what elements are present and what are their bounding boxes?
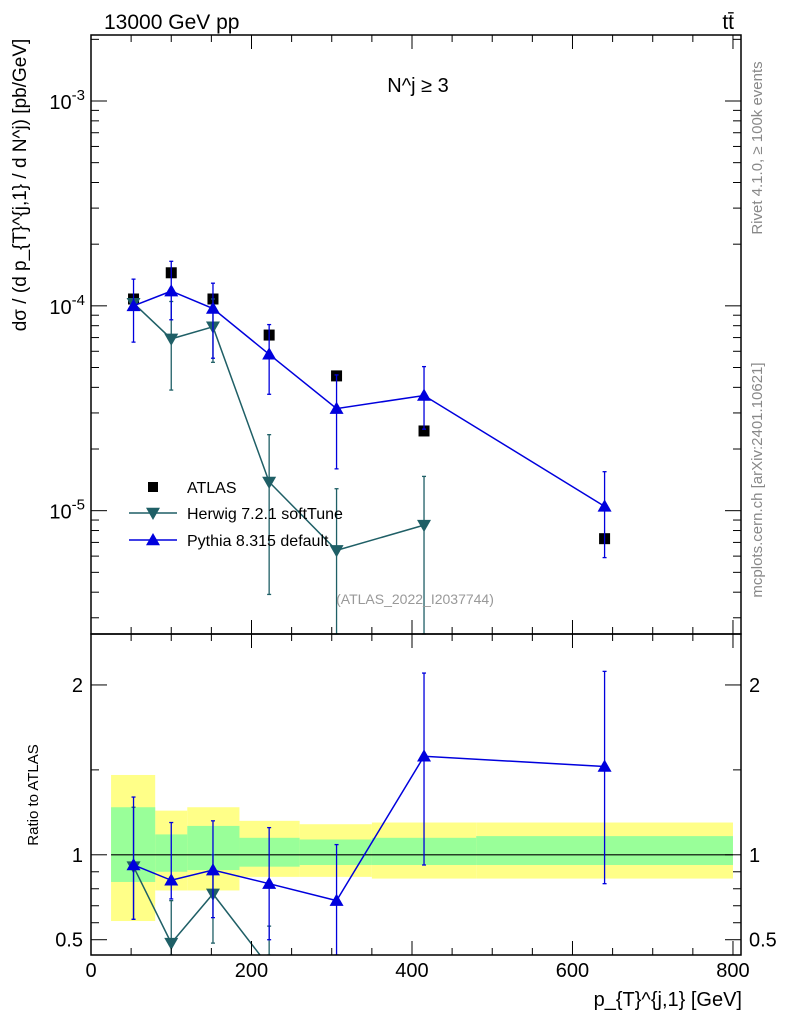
main-pythia-point-1 xyxy=(164,284,179,297)
legend-entry-0: ATLAS xyxy=(187,480,237,497)
x-tick-label-800: 800 xyxy=(716,960,749,982)
ratio-pythia-point-0 xyxy=(126,857,141,871)
legend-marker-1 xyxy=(146,507,160,520)
main-ytick-label-exp-2: -5 xyxy=(72,497,85,514)
main-pythia-point-6 xyxy=(597,499,612,512)
labels: 13000 GeV pp tt̄ Rivet 4.1.0, ≥ 100k eve… xyxy=(10,11,777,1011)
main-herwig-point-3 xyxy=(262,476,277,490)
main-herwig-point-1 xyxy=(164,333,179,346)
main-herwig-point-4 xyxy=(329,545,344,558)
main-pythia-point-2 xyxy=(205,301,220,314)
ratio-pythia-point-2 xyxy=(205,863,220,876)
main-pythia-line xyxy=(133,290,605,507)
main-ylabel: dσ / (d p_{T}^{j,1} / d N^j) [pb/GeV] xyxy=(10,39,31,332)
ratio-ytick-label-right-2: 2 xyxy=(749,675,760,697)
x-tick-label-0: 0 xyxy=(85,960,96,982)
x-axis-label: p_{T}^{j,1} [GeV] xyxy=(594,989,742,1011)
ratio-ytick-label-right-0: 0.5 xyxy=(749,930,777,952)
legend-entry-1: Herwig 7.2.1 softTune xyxy=(187,506,343,523)
ratio-ytick-label-right-1: 1 xyxy=(749,845,760,867)
ratio-pythia-point-6 xyxy=(597,759,612,772)
ratio-pythia-point-3 xyxy=(262,876,277,889)
main-ytick-label-2: 10-5 xyxy=(49,497,85,524)
main-herwig-line xyxy=(133,302,425,552)
main-atlas-point-5 xyxy=(418,425,430,437)
main-pythia-point-4 xyxy=(329,401,344,414)
main-ytick-label-0: 10-3 xyxy=(49,87,85,114)
main-ytick-label-base-2: 10 xyxy=(49,502,71,524)
legend-entry-2: Pythia 8.315 default xyxy=(187,533,329,550)
main-pythia-point-0 xyxy=(126,298,141,312)
main-title: N^j ≥ 3 xyxy=(387,75,448,97)
main-ytick-label-exp-1: -4 xyxy=(72,292,85,309)
ratio-pythia-point-4 xyxy=(329,893,344,906)
header-right: tt̄ xyxy=(722,11,734,34)
header-left: 13000 GeV pp xyxy=(104,11,239,34)
x-tick-label-600: 600 xyxy=(556,960,589,982)
band-inner-4 xyxy=(299,839,372,865)
ratio-ytick-label-left-0: 0.5 xyxy=(55,930,83,952)
main-pythia-point-5 xyxy=(417,388,432,401)
ratio-frame xyxy=(90,633,742,956)
main-ytick-label-exp-0: -3 xyxy=(72,87,85,104)
mcplots-label: mcplots.cern.ch [arXiv:2401.10621] xyxy=(749,362,766,597)
analysis-annotation: (ATLAS_2022_I2037744) xyxy=(336,591,494,607)
ratio-ylabel: Ratio to ATLAS xyxy=(25,744,42,845)
legend-marker-2 xyxy=(146,533,160,546)
main-ytick-label-base-1: 10 xyxy=(49,297,71,319)
main-pythia-point-3 xyxy=(262,347,277,360)
legend-atlas-marker xyxy=(148,482,158,492)
ratio-ytick-label-left-1: 1 xyxy=(72,845,83,867)
ratio-uncertainty-bands xyxy=(111,774,733,922)
ratio-panel-marks xyxy=(126,670,612,955)
ratio-pythia-point-1 xyxy=(164,873,179,886)
rivet-version-label: Rivet 4.1.0, ≥ 100k events xyxy=(749,61,766,234)
main-ytick-label-1: 10-4 xyxy=(49,292,85,319)
main-ytick-label-base-0: 10 xyxy=(49,92,71,114)
ratio-herwig-point-1 xyxy=(164,937,179,951)
x-tick-label-400: 400 xyxy=(395,960,428,982)
ratio-ytick-label-left-2: 2 xyxy=(72,675,83,697)
axes xyxy=(90,34,742,956)
ratio-pythia-point-5 xyxy=(417,749,432,762)
main-herwig-point-5 xyxy=(417,519,432,533)
x-tick-label-200: 200 xyxy=(235,960,268,982)
main-panel-marks xyxy=(126,260,612,635)
ratio-herwig-line xyxy=(132,866,261,955)
